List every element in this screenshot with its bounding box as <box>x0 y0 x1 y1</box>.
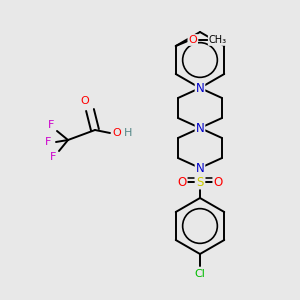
Text: Cl: Cl <box>195 269 206 279</box>
Text: N: N <box>196 82 204 94</box>
Text: CH₃: CH₃ <box>209 35 227 45</box>
Text: O: O <box>213 176 223 188</box>
Text: S: S <box>196 176 204 188</box>
Text: F: F <box>48 120 54 130</box>
Text: H: H <box>124 128 132 138</box>
Text: F: F <box>45 137 51 147</box>
Text: N: N <box>196 161 204 175</box>
Text: O: O <box>177 176 187 188</box>
Text: N: N <box>196 122 204 134</box>
Text: O: O <box>112 128 122 138</box>
Text: O: O <box>81 96 89 106</box>
Text: F: F <box>50 152 56 162</box>
Text: O: O <box>188 35 197 45</box>
